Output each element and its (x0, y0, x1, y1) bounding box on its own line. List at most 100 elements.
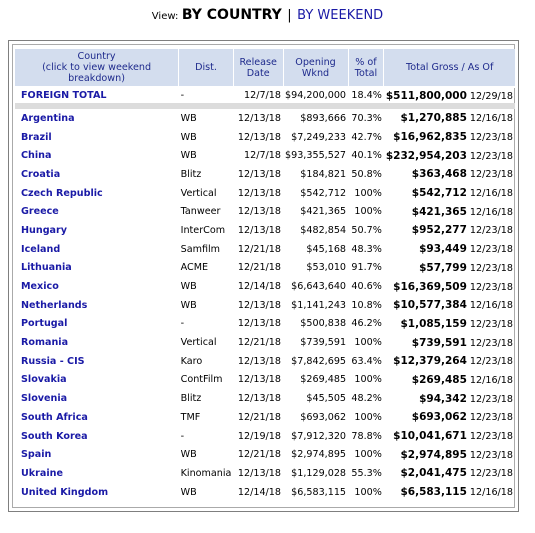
total-gross-value: $94,342 (419, 392, 467, 405)
pct-of-total-cell: 91.7% (351, 262, 382, 274)
table-row: South Korea -12/19/18 $7,912,320 78.8% $10,0… (15, 427, 515, 446)
pct-of-total-cell: 100% (354, 449, 382, 461)
header-country[interactable]: Country (click to view weekend breakdown… (15, 49, 180, 86)
opening-wknd-cell: $45,168 (306, 243, 347, 255)
table-row: Netherlands WB 12/13/18 $1,141,243 10.8% $10,… (15, 296, 515, 315)
country-link[interactable]: Greece (21, 206, 59, 218)
by-weekend-link[interactable]: BY WEEKEND (297, 8, 384, 23)
total-gross-cell: $16,369,509 12/23/18 (384, 277, 515, 296)
country-link[interactable]: Argentina (21, 112, 75, 124)
header-dist[interactable]: Dist. (178, 49, 234, 86)
country-link[interactable]: Croatia (21, 168, 61, 180)
header-total-gross[interactable]: Total Gross / As Of (383, 49, 515, 86)
opening-wknd-cell: $93,355,527 (285, 150, 347, 162)
country-link[interactable]: United Kingdom (21, 486, 109, 498)
country-link[interactable]: Romania (21, 337, 69, 349)
release-date-cell: 12/13/18 (237, 187, 281, 199)
opening-wknd-cell: $184,821 (300, 168, 347, 180)
opening-wknd-cell: $693,062 (300, 411, 347, 423)
country-link[interactable]: Ukraine (21, 467, 64, 479)
country-link[interactable]: Russia - CIS (21, 355, 85, 367)
pct-of-total-cell: 48.3% (351, 243, 382, 255)
country-link[interactable]: Iceland (21, 243, 61, 255)
as-of-date: 12/23/18 (469, 356, 513, 368)
table-row: Argentina WB 12/13/18 $893,666 70.3% $1,270,8… (15, 109, 515, 128)
opening-wknd-cell: $500,838 (300, 318, 347, 330)
total-gross-cell: $693,062 12/23/18 (384, 408, 515, 427)
release-date-cell: 12/13/18 (237, 131, 281, 143)
country-link[interactable]: South Africa (21, 411, 88, 423)
header-release-date[interactable]: Release Date (233, 49, 284, 86)
country-link[interactable]: Portugal (21, 318, 68, 330)
release-date-cell: 12/13/18 (237, 224, 281, 236)
release-date-cell: 12/13/18 (237, 206, 281, 218)
header-opening-wknd[interactable]: Opening Wknd (283, 49, 349, 86)
dist-cell: Karo (180, 355, 203, 367)
release-date-cell: 12/21/18 (237, 449, 281, 461)
total-gross-value: $10,577,384 (393, 299, 467, 312)
pct-of-total-cell: 78.8% (351, 430, 382, 442)
total-gross-cell: $93,449 12/23/18 (384, 240, 515, 259)
table-row: Russia - CIS Karo 12/13/18 $7,842,695 63.4% $… (15, 352, 515, 371)
total-gross-cell: $739,591 12/23/18 (384, 333, 515, 352)
view-label: View: (151, 11, 179, 22)
dist-cell: TMF (180, 411, 201, 423)
dist-cell: InterCom (180, 224, 226, 236)
country-link[interactable]: Hungary (21, 224, 68, 236)
foreign-total-dist: - (180, 90, 185, 101)
table-row: Croatia Blitz 12/13/18 $184,821 50.8% $363,46… (15, 165, 515, 184)
country-link[interactable]: China (21, 150, 52, 162)
total-gross-value: $93,449 (419, 243, 467, 256)
table-row: Slovakia ContFilm 12/13/18 $269,485 100% $269… (15, 371, 515, 390)
total-gross-value: $739,591 (411, 336, 467, 349)
total-gross-cell: $542,712 12/16/18 (384, 184, 515, 203)
header-pct-of-total[interactable]: % of Total (348, 49, 385, 86)
total-gross-value: $1,085,159 (400, 317, 467, 330)
as-of-date: 12/23/18 (469, 337, 513, 349)
dist-cell: WB (180, 449, 197, 461)
country-link[interactable]: Czech Republic (21, 187, 103, 199)
total-gross-value: $363,468 (411, 168, 467, 181)
table-row: Hungary InterCom 12/13/18 $482,854 50.7% $952… (15, 221, 515, 240)
country-link[interactable]: South Korea (21, 430, 88, 442)
as-of-date: 12/23/18 (469, 169, 513, 181)
country-link[interactable]: Brazil (21, 131, 52, 143)
dist-cell: Blitz (180, 393, 202, 405)
country-link[interactable]: Netherlands (21, 299, 88, 311)
dist-cell: Kinomania (180, 467, 232, 479)
country-link[interactable]: Spain (21, 449, 52, 461)
total-gross-value: $16,369,509 (393, 280, 467, 293)
separator-row (15, 103, 515, 109)
box-office-frame: Country (click to view weekend breakdown… (8, 40, 519, 512)
total-gross-value: $542,712 (411, 187, 467, 200)
as-of-date: 12/23/18 (469, 449, 513, 461)
opening-wknd-cell: $421,365 (300, 206, 347, 218)
foreign-box-office-table: Country (click to view weekend breakdown… (15, 49, 515, 501)
total-gross-cell: $1,085,159 12/23/18 (384, 315, 515, 334)
total-gross-value: $2,974,895 (400, 448, 467, 461)
table-row: China WB 12/7/18 $93,355,527 40.1% $232,954,2… (15, 146, 515, 165)
total-gross-cell: $269,485 12/16/18 (384, 371, 515, 390)
total-gross-cell: $232,954,203 12/23/18 (384, 146, 515, 165)
total-gross-cell: $363,468 12/23/18 (384, 165, 515, 184)
country-link[interactable]: Slovenia (21, 393, 68, 405)
country-link[interactable]: Lithuania (21, 262, 72, 274)
total-gross-value: $10,041,671 (393, 430, 467, 443)
country-link[interactable]: Mexico (21, 281, 59, 293)
pct-of-total-cell: 46.2% (351, 318, 382, 330)
dist-cell: WB (180, 150, 197, 162)
pct-of-total-cell: 100% (354, 486, 382, 498)
country-link[interactable]: Slovakia (21, 374, 67, 386)
total-gross-cell: $2,974,895 12/23/18 (384, 445, 515, 464)
table-row: Romania Vertical 12/21/18 $739,591 100% $739,… (15, 333, 515, 352)
release-date-cell: 12/13/18 (237, 355, 281, 367)
total-gross-cell: $10,041,671 12/23/18 (384, 427, 515, 446)
opening-wknd-cell: $45,505 (306, 393, 347, 405)
total-gross-cell: $1,270,885 12/16/18 (384, 109, 515, 128)
foreign-total-label[interactable]: FOREIGN TOTAL (21, 90, 107, 101)
dist-cell: WB (180, 281, 197, 293)
as-of-date: 12/16/18 (469, 113, 513, 125)
table-row: Brazil WB 12/13/18 $7,249,233 42.7% $16,962,8… (15, 128, 515, 147)
foreign-total-asof: 12/29/18 (469, 90, 513, 102)
opening-wknd-cell: $6,643,640 (291, 281, 347, 293)
